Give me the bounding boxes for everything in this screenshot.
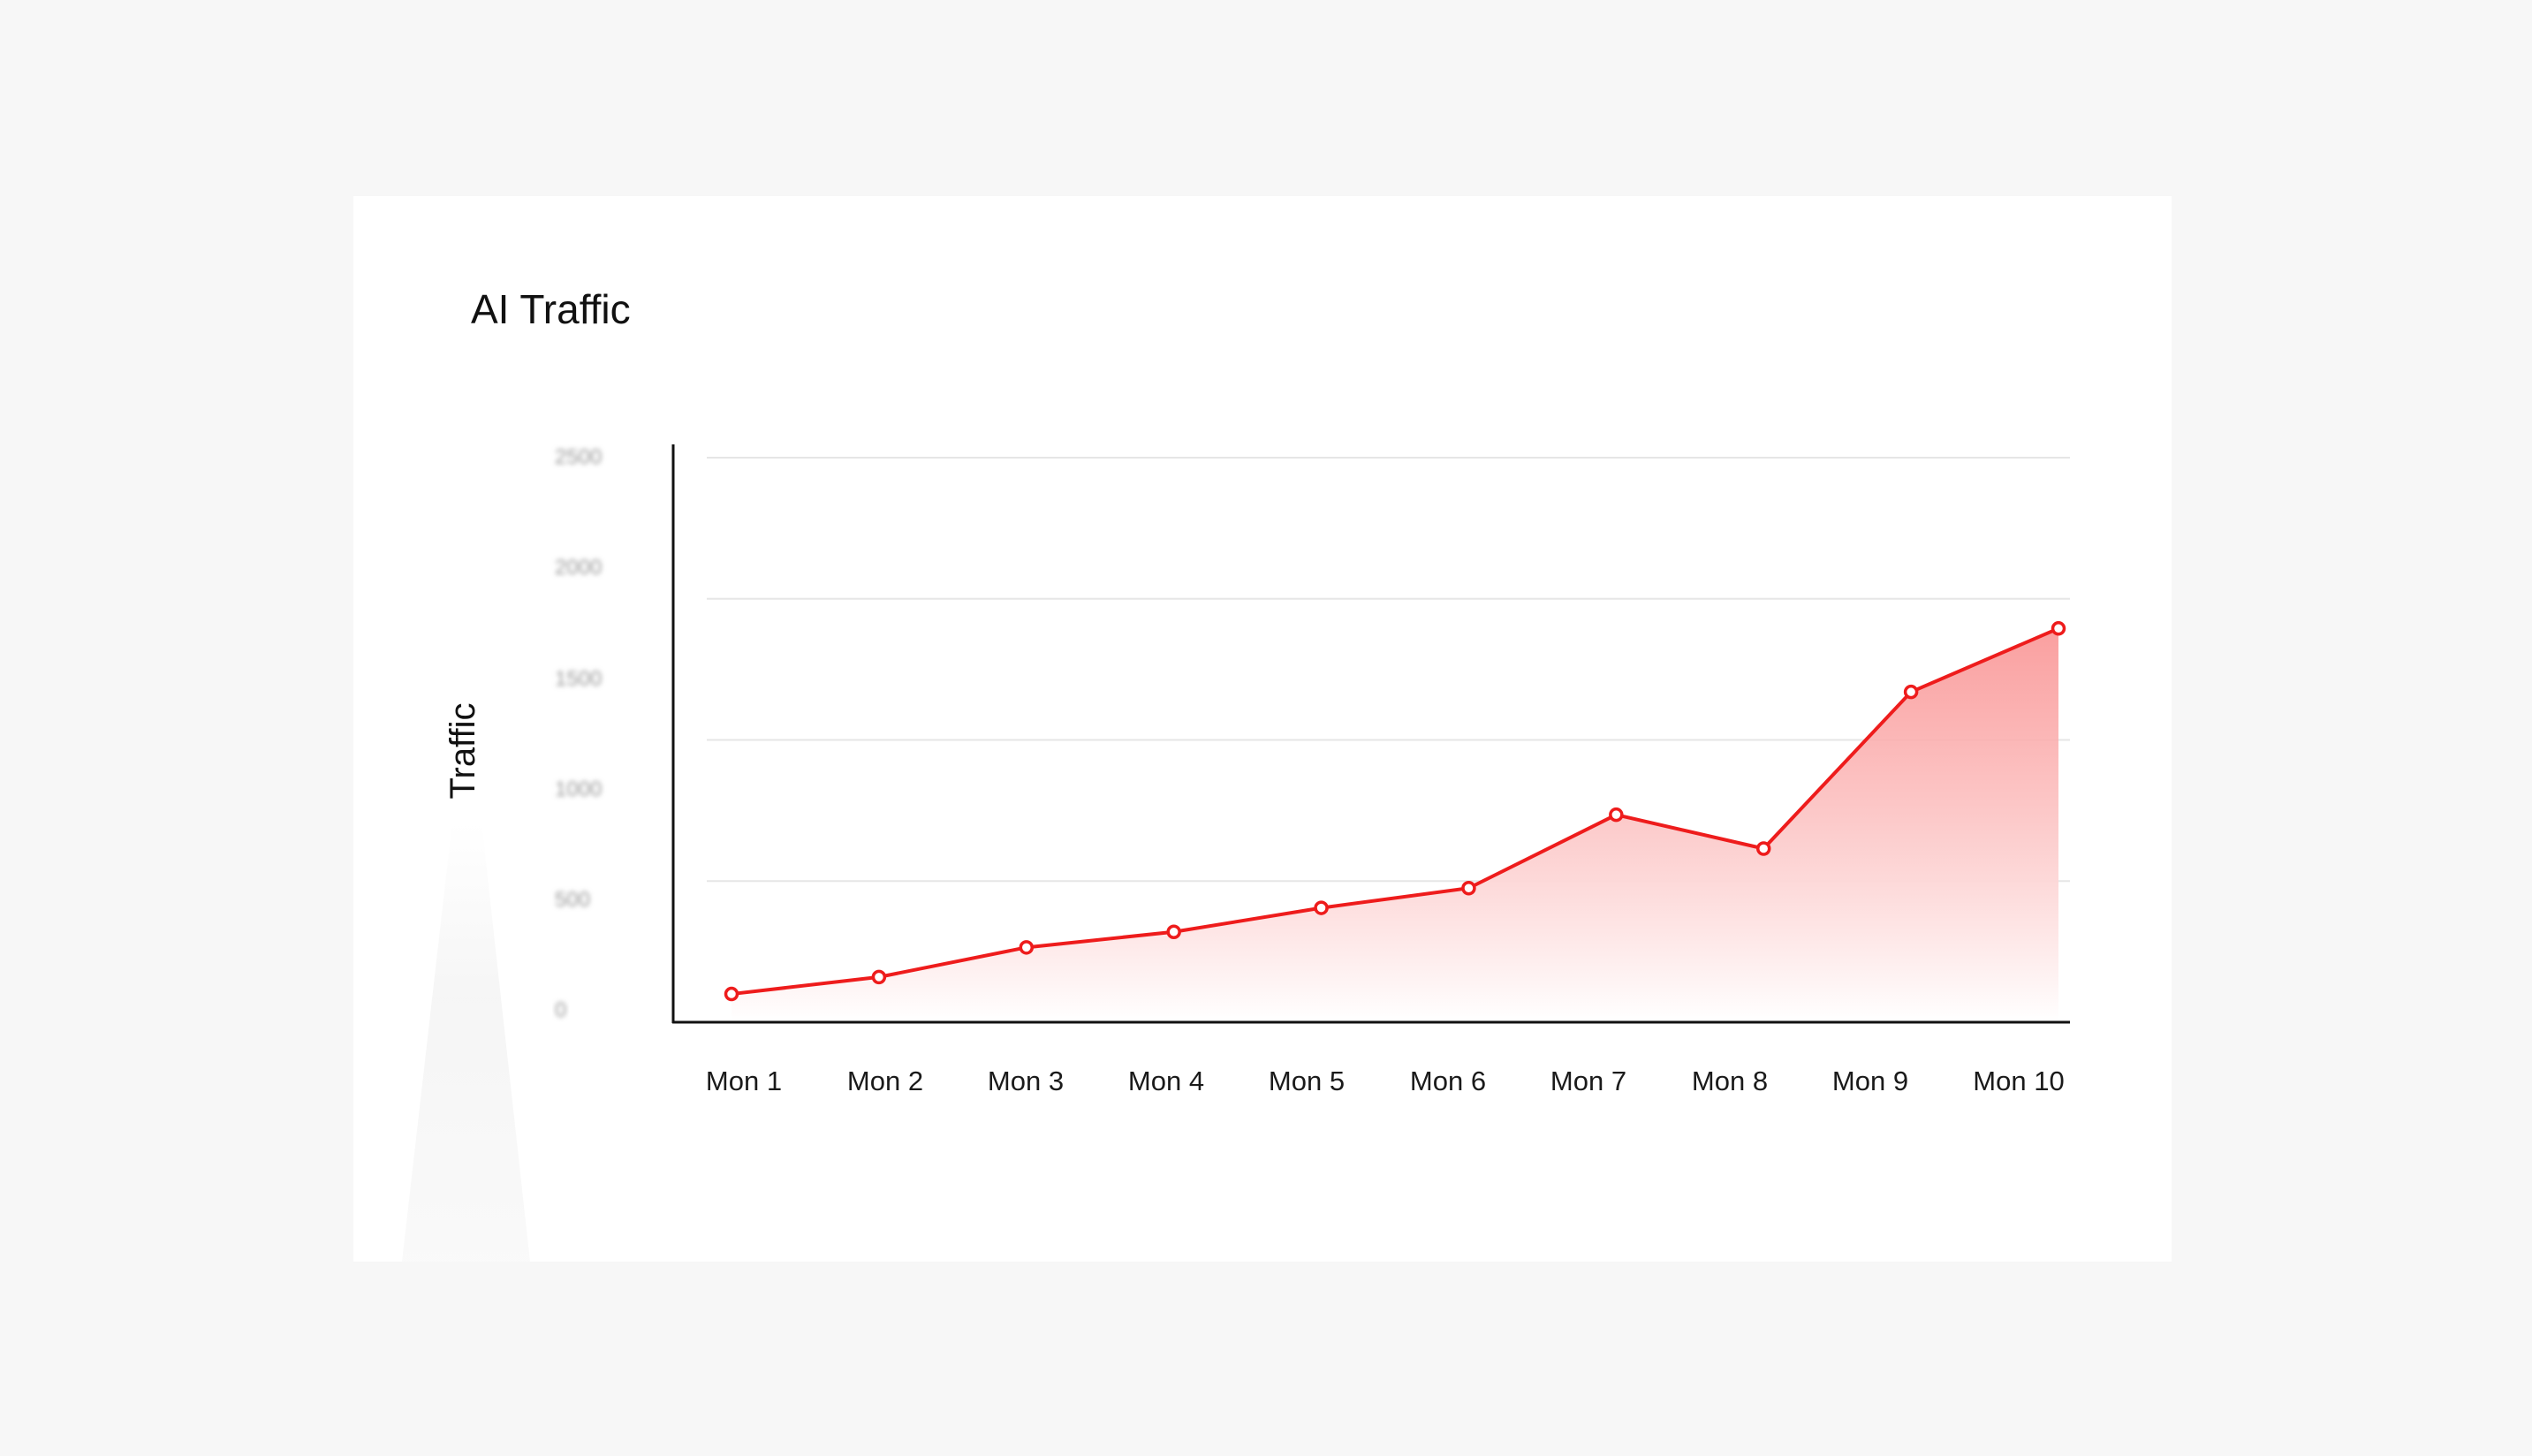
data-point bbox=[1903, 684, 1919, 700]
axes bbox=[671, 444, 2070, 1024]
area-fill bbox=[732, 628, 2058, 1022]
data-point bbox=[1755, 841, 1771, 856]
y-tick-label: 1000 bbox=[555, 777, 602, 801]
x-tick-label: Mon 9 bbox=[1832, 1065, 1908, 1096]
data-point bbox=[1609, 807, 1624, 823]
data-point bbox=[871, 969, 887, 985]
series-line-group bbox=[730, 626, 2060, 997]
ylabel-shadow bbox=[402, 822, 530, 1262]
y-tick-label: 500 bbox=[555, 888, 590, 912]
x-tick-label: Mon 10 bbox=[1973, 1065, 2064, 1096]
x-tick-label: Mon 1 bbox=[706, 1065, 782, 1096]
x-tick-label: Mon 4 bbox=[1128, 1065, 1204, 1096]
x-tick-label: Mon 8 bbox=[1692, 1065, 1768, 1096]
x-tick-label: Mon 6 bbox=[1410, 1065, 1486, 1096]
data-point bbox=[1314, 900, 1329, 915]
y-tick-labels: 0 500 1000 1500 2000 2500 bbox=[555, 445, 602, 1022]
area-fill-group bbox=[732, 628, 2058, 1022]
x-tick-labels: Mon 1 Mon 2 Mon 3 Mon 4 Mon 5 Mon 6 Mon 7 Mon 8… bbox=[706, 1065, 2065, 1096]
chart-title: AI Traffic bbox=[471, 286, 631, 332]
y-tick-label: 0 bbox=[555, 998, 566, 1022]
x-tick-label: Mon 2 bbox=[847, 1065, 923, 1096]
x-tick-label: Mon 5 bbox=[1269, 1065, 1345, 1096]
x-tick-label: Mon 3 bbox=[988, 1065, 1064, 1096]
chart-card bbox=[353, 196, 2172, 1262]
y-tick-label: 2500 bbox=[555, 445, 602, 469]
x-tick-label: Mon 7 bbox=[1550, 1065, 1626, 1096]
data-point bbox=[1166, 924, 1181, 940]
y-axis-label: Traffic bbox=[443, 703, 482, 800]
series-line bbox=[730, 626, 2060, 997]
data-point bbox=[1019, 940, 1035, 955]
y-tick-label: 1500 bbox=[555, 667, 602, 691]
data-point bbox=[1461, 880, 1476, 896]
y-tick-label: 2000 bbox=[555, 556, 602, 580]
data-points bbox=[724, 621, 2066, 1002]
data-point bbox=[724, 986, 739, 1002]
data-point bbox=[2051, 621, 2066, 636]
